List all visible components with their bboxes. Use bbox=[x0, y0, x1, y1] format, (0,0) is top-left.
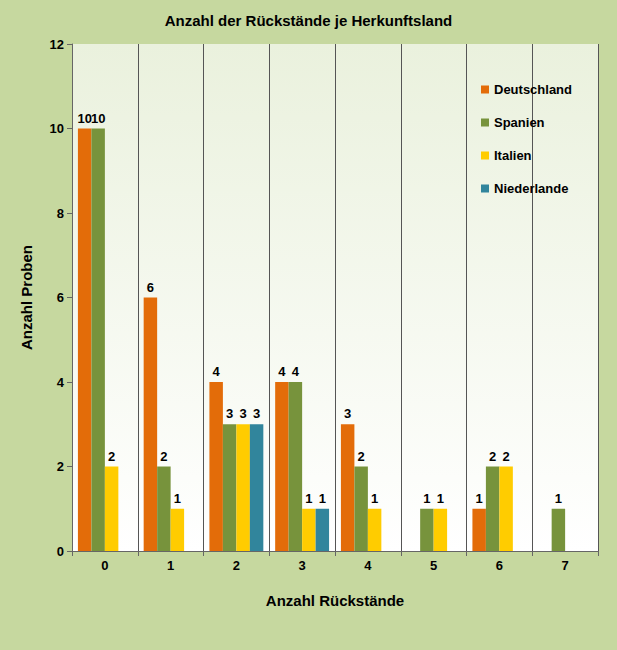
svg-text:1: 1 bbox=[555, 491, 562, 506]
svg-text:1: 1 bbox=[305, 491, 312, 506]
svg-text:3: 3 bbox=[253, 406, 260, 421]
svg-text:3: 3 bbox=[239, 406, 246, 421]
svg-text:1: 1 bbox=[423, 491, 430, 506]
svg-text:7: 7 bbox=[562, 558, 569, 573]
svg-text:4: 4 bbox=[213, 364, 221, 379]
svg-text:Spanien: Spanien bbox=[494, 115, 545, 130]
svg-text:Anzahl Rückstände: Anzahl Rückstände bbox=[266, 592, 404, 609]
svg-text:4: 4 bbox=[364, 558, 372, 573]
svg-text:5: 5 bbox=[430, 558, 437, 573]
svg-text:2: 2 bbox=[57, 459, 64, 474]
svg-text:0: 0 bbox=[101, 558, 108, 573]
svg-text:1: 1 bbox=[371, 491, 378, 506]
svg-text:6: 6 bbox=[147, 280, 154, 295]
svg-text:1: 1 bbox=[167, 558, 174, 573]
svg-text:2: 2 bbox=[160, 449, 167, 464]
svg-text:6: 6 bbox=[57, 290, 64, 305]
svg-text:Italien: Italien bbox=[494, 148, 532, 163]
svg-text:3: 3 bbox=[299, 558, 306, 573]
svg-text:Deutschland: Deutschland bbox=[494, 82, 572, 97]
svg-text:2: 2 bbox=[489, 449, 496, 464]
svg-text:Niederlande: Niederlande bbox=[494, 181, 568, 196]
svg-text:4: 4 bbox=[292, 364, 300, 379]
svg-text:4: 4 bbox=[57, 375, 65, 390]
svg-text:Anzahl Proben: Anzahl Proben bbox=[18, 245, 35, 350]
svg-text:8: 8 bbox=[57, 206, 64, 221]
svg-text:3: 3 bbox=[344, 406, 351, 421]
svg-text:Anzahl der Rückstände je Herku: Anzahl der Rückstände je Herkunftsland bbox=[165, 12, 453, 29]
svg-text:2: 2 bbox=[233, 558, 240, 573]
svg-text:1: 1 bbox=[174, 491, 181, 506]
svg-text:2: 2 bbox=[502, 449, 509, 464]
svg-text:6: 6 bbox=[496, 558, 503, 573]
svg-text:3: 3 bbox=[226, 406, 233, 421]
svg-text:2: 2 bbox=[358, 449, 365, 464]
svg-text:0: 0 bbox=[57, 544, 64, 559]
svg-text:4: 4 bbox=[278, 364, 286, 379]
svg-text:1: 1 bbox=[319, 491, 326, 506]
svg-text:1: 1 bbox=[476, 491, 483, 506]
svg-text:10: 10 bbox=[91, 111, 105, 126]
svg-text:2: 2 bbox=[108, 449, 115, 464]
svg-text:10: 10 bbox=[77, 111, 91, 126]
svg-text:10: 10 bbox=[50, 121, 64, 136]
svg-text:12: 12 bbox=[50, 37, 64, 52]
svg-text:1: 1 bbox=[437, 491, 444, 506]
